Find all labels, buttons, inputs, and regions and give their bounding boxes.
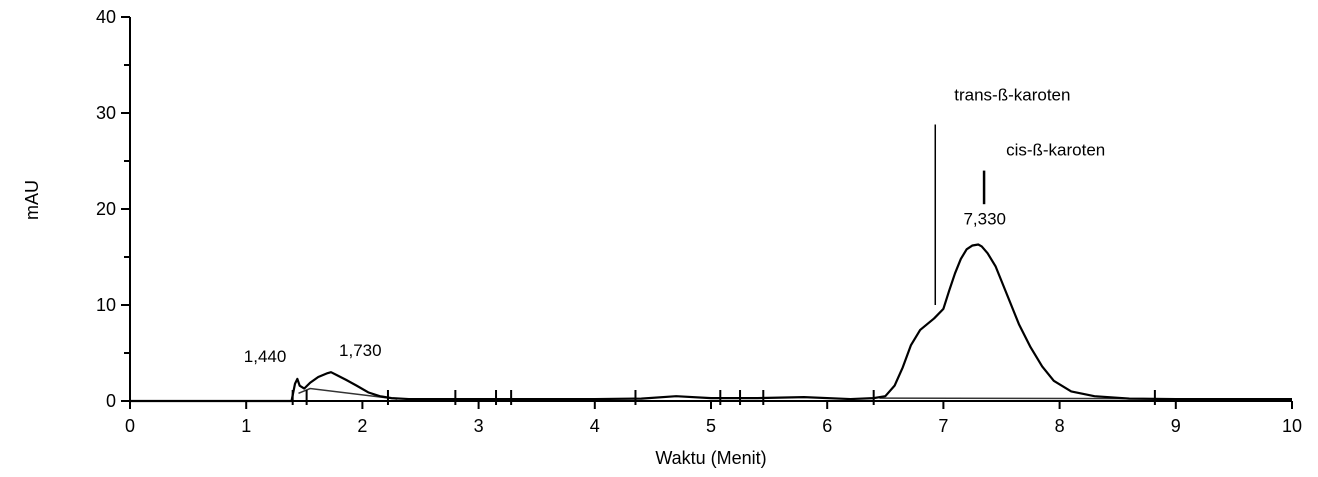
peak-label: 1,730	[339, 341, 382, 360]
x-tick-label: 3	[474, 416, 484, 436]
peak-labels: 1,440 1,730 7,330	[244, 210, 1006, 366]
x-tick-label: 5	[706, 416, 716, 436]
x-tick-label: 7	[938, 416, 948, 436]
chromatogram-line	[130, 243, 1292, 403]
y-tick-label: 0	[106, 391, 116, 411]
x-tick-label: 10	[1282, 416, 1302, 436]
axes: 0 10 20 30 40 0 1 2 3 4 5 6 7 8 9 10	[96, 7, 1302, 436]
y-tick-label: 20	[96, 199, 116, 219]
y-tick-label: 40	[96, 7, 116, 27]
x-axis-ticks: 0 1 2 3 4 5 6 7 8 9 10	[125, 401, 1302, 436]
annotation-label: trans-ß-karoten	[954, 86, 1070, 105]
baseline-segment	[298, 387, 398, 400]
x-tick-label: 8	[1055, 416, 1065, 436]
x-tick-label: 1	[241, 416, 251, 436]
x-tick-label: 2	[357, 416, 367, 436]
peak-label: 1,440	[244, 347, 287, 366]
annotation-label: cis-ß-karoten	[1006, 141, 1105, 160]
event-ticks	[291, 390, 1156, 405]
x-tick-label: 6	[822, 416, 832, 436]
y-tick-label: 30	[96, 103, 116, 123]
x-tick-label: 9	[1171, 416, 1181, 436]
y-axis-title: mAU	[22, 180, 42, 220]
y-axis-ticks: 0 10 20 30 40	[96, 7, 130, 411]
y-tick-label: 10	[96, 295, 116, 315]
x-tick-label: 0	[125, 416, 135, 436]
peak-label: 7,330	[963, 210, 1006, 229]
annotations: trans-ß-karoten cis-ß-karoten	[934, 86, 1105, 305]
series-group	[130, 243, 1292, 403]
x-tick-label: 4	[590, 416, 600, 436]
x-axis-title: Waktu (Menit)	[655, 448, 766, 468]
baseline-group	[298, 387, 1130, 400]
